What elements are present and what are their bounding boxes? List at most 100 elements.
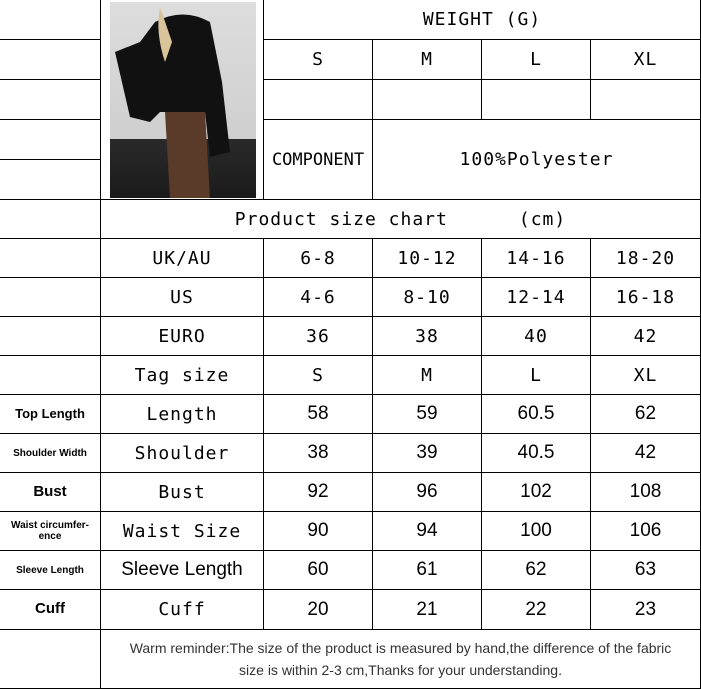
row-value: 58: [263, 394, 373, 434]
row-value-text: 38: [307, 442, 329, 463]
row-value: S: [263, 355, 373, 395]
row-value: 8-10: [372, 277, 482, 317]
blank-cell: [0, 0, 101, 40]
side-label-text: Sleeve Length: [16, 564, 84, 576]
row-value-text: L: [530, 364, 542, 386]
row-label: Cuff: [100, 589, 264, 630]
row-value: 102: [481, 472, 591, 512]
row-value: L: [481, 355, 591, 395]
row-value-text: 36: [306, 325, 330, 347]
weight-header-text: WEIGHT (G): [422, 9, 542, 30]
row-value-text: 20: [307, 598, 329, 620]
weight-size-xl: XL: [590, 39, 701, 80]
row-value-text: 42: [634, 442, 657, 463]
row-value: 12-14: [481, 277, 591, 317]
row-value: 39: [372, 433, 482, 473]
row-label: Length: [100, 394, 264, 434]
row-value: 63: [590, 550, 701, 590]
row-value: 36: [263, 316, 373, 356]
row-label-text: UK/AU: [152, 247, 212, 269]
row-value: 106: [590, 511, 701, 551]
weight-value-cell: [481, 79, 591, 120]
side-label: [0, 277, 101, 317]
row-value-text: 40.5: [517, 442, 555, 463]
weight-size-l-text: L: [530, 49, 542, 70]
row-label: US: [100, 277, 264, 317]
side-label-text: Top Length: [15, 405, 85, 421]
row-label-text: Sleeve Length: [121, 559, 243, 580]
side-label: Shoulder Width: [0, 433, 101, 473]
row-value: 22: [481, 589, 591, 630]
row-value-text: 96: [416, 481, 438, 502]
row-value: 23: [590, 589, 701, 630]
row-value-text: 60.5: [517, 403, 555, 424]
row-value-text: 4-6: [300, 286, 336, 308]
row-label-text: US: [170, 286, 194, 308]
row-value: 21: [372, 589, 482, 630]
side-label-text: Cuff: [35, 600, 65, 618]
weight-size-m-text: M: [421, 49, 433, 70]
row-value-text: 18-20: [615, 247, 676, 269]
row-value: 62: [590, 394, 701, 434]
row-value-text: XL: [633, 364, 658, 386]
row-value-text: 92: [307, 481, 329, 502]
product-photo: [110, 2, 256, 198]
blank-cell: [0, 199, 101, 239]
row-value: 61: [372, 550, 482, 590]
chart-title: Product size chart (cm): [100, 199, 701, 239]
row-value-text: 16-18: [615, 286, 676, 308]
row-label-text: Cuff: [158, 599, 206, 620]
row-value-text: 21: [416, 598, 438, 620]
row-label: Shoulder: [100, 433, 264, 473]
row-value-text: 38: [415, 325, 439, 347]
row-value: 90: [263, 511, 373, 551]
row-label: EURO: [100, 316, 264, 356]
row-value: 62: [481, 550, 591, 590]
blank-cell: [0, 79, 101, 120]
row-value: 14-16: [481, 238, 591, 278]
row-label-text: Waist Size: [122, 520, 242, 542]
row-label-text: EURO: [158, 325, 206, 347]
row-value-text: 102: [520, 481, 552, 502]
row-value-text: 62: [525, 559, 547, 580]
row-value-text: 59: [416, 403, 438, 424]
row-label: UK/AU: [100, 238, 264, 278]
row-value: 108: [590, 472, 701, 512]
row-value: 60.5: [481, 394, 591, 434]
row-value-text: 94: [416, 520, 438, 541]
row-label-text: Tag size: [134, 364, 230, 386]
component-label-text: COMPONENT: [271, 149, 365, 170]
row-value: 38: [263, 433, 373, 473]
side-label-text: Shoulder Width: [13, 447, 87, 459]
row-value-text: 108: [629, 481, 662, 502]
row-value-text: 23: [634, 598, 657, 620]
row-value: 16-18: [590, 277, 701, 317]
side-label: Cuff: [0, 589, 101, 630]
row-label-text: Length: [146, 403, 218, 425]
side-label: [0, 316, 101, 356]
row-value: 20: [263, 589, 373, 630]
row-label: Bust: [100, 472, 264, 512]
row-value-text: 42: [633, 325, 658, 347]
row-value-text: 8-10: [403, 286, 451, 308]
side-label-text: Waist circumfer-ence: [11, 520, 89, 542]
row-value: 92: [263, 472, 373, 512]
weight-size-s-text: S: [312, 49, 324, 70]
row-label: Waist Size: [100, 511, 264, 551]
row-label-text: Shoulder: [134, 442, 230, 464]
blank-cell: [0, 119, 101, 160]
row-value: 100: [481, 511, 591, 551]
row-value: 60: [263, 550, 373, 590]
row-value-text: 90: [307, 520, 329, 541]
blank-cell: [0, 159, 101, 200]
weight-size-xl-text: XL: [633, 49, 658, 70]
row-value: 4-6: [263, 277, 373, 317]
row-value: M: [372, 355, 482, 395]
row-label: Tag size: [100, 355, 264, 395]
weight-value-cell: [263, 79, 373, 120]
row-value: 10-12: [372, 238, 482, 278]
row-value-text: 61: [416, 559, 438, 580]
row-value: 6-8: [263, 238, 373, 278]
side-label: Waist circumfer-ence: [0, 511, 101, 551]
side-label-text: Bust: [33, 482, 67, 500]
